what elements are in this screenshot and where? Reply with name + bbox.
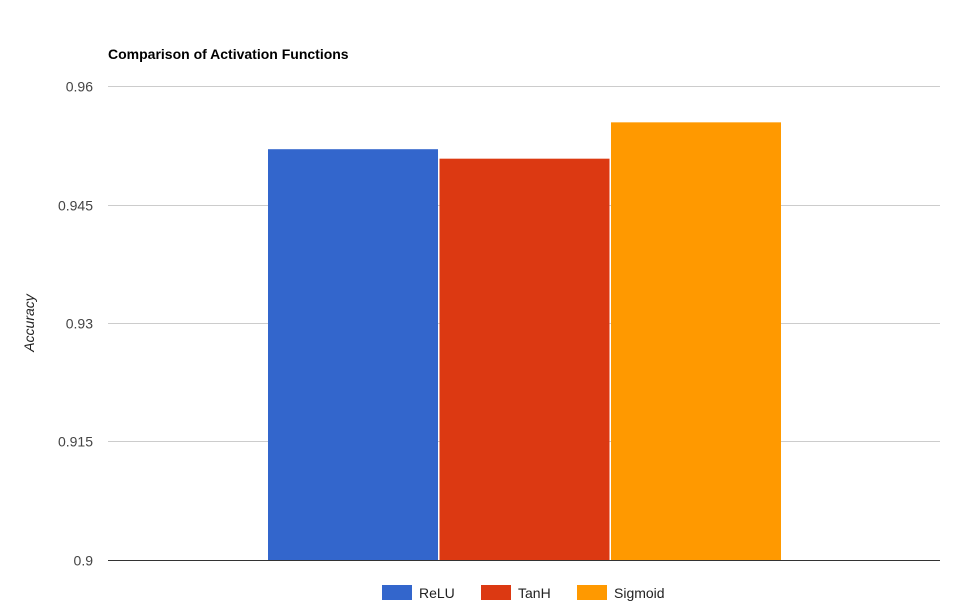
legend-label: ReLU	[419, 585, 455, 601]
bar-sigmoid	[611, 122, 781, 560]
bar-tanh	[439, 158, 610, 560]
legend-item-relu: ReLU	[382, 585, 455, 601]
y-tick-label: 0.945	[58, 198, 93, 214]
bars	[268, 122, 781, 560]
y-tick-label: 0.9	[74, 553, 94, 569]
y-axis-ticks: 0.9 0.915 0.93 0.945 0.96	[58, 79, 93, 569]
legend-item-sigmoid: Sigmoid	[577, 585, 665, 601]
y-axis-label: Accuracy	[21, 293, 37, 353]
legend-swatch	[481, 585, 511, 600]
legend-swatch	[577, 585, 607, 600]
legend-label: TanH	[518, 585, 551, 601]
legend-label: Sigmoid	[614, 585, 665, 601]
legend-swatch	[382, 585, 412, 600]
legend: ReLU TanH Sigmoid	[382, 585, 665, 601]
legend-item-tanh: TanH	[481, 585, 551, 601]
bar-relu	[268, 149, 438, 560]
y-tick-label: 0.93	[66, 316, 93, 332]
y-tick-label: 0.96	[66, 79, 93, 95]
chart-title: Comparison of Activation Functions	[108, 46, 349, 62]
y-tick-label: 0.915	[58, 434, 93, 450]
